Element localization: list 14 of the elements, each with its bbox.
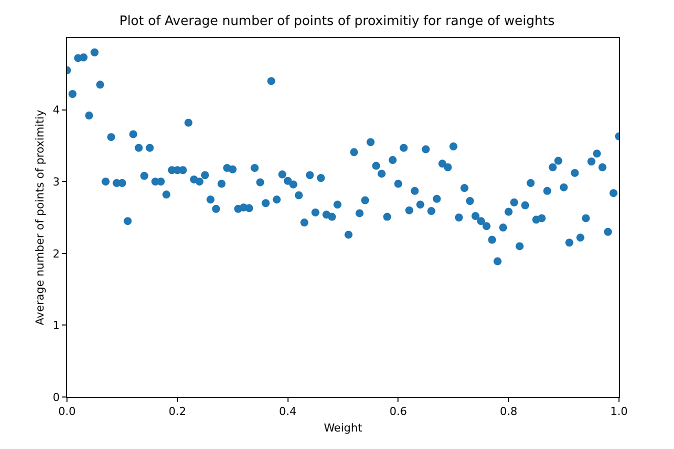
x-axis-title: Weight: [324, 421, 363, 434]
y-tick-label: 3: [52, 175, 60, 188]
x-tick-label: 0.4: [279, 405, 297, 418]
chart-title: Plot of Average number of points of proximitiy for range of weights: [119, 14, 555, 29]
y-axis-title: Average number of points of proximitiy: [33, 109, 46, 326]
x-tick-label: 0.6: [389, 405, 407, 418]
y-tick-label: 1: [52, 319, 60, 332]
y-tick-label: 2: [52, 247, 60, 260]
y-tick-label: 4: [52, 104, 60, 117]
x-tick-label: 0.8: [500, 405, 518, 418]
x-tick-label: 1.0: [610, 405, 628, 418]
x-tick-label: 0.2: [168, 405, 186, 418]
x-tick-label: 0.0: [58, 405, 76, 418]
y-tick-label: 0: [52, 390, 60, 404]
